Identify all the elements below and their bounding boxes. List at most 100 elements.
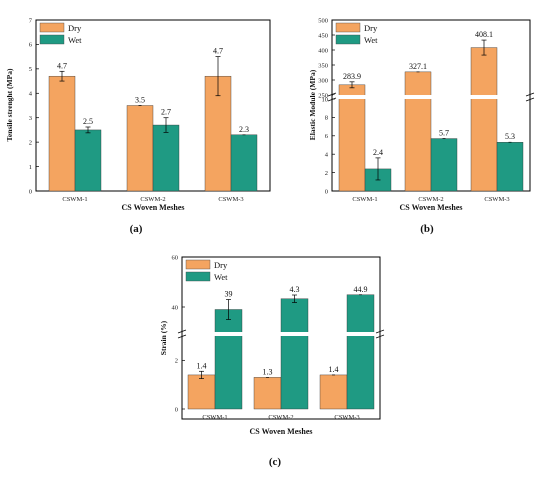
data-label: 44.9 [354, 285, 368, 294]
panel-c-label: (c) [269, 456, 282, 468]
axis-break-mark [177, 329, 187, 334]
panel-b-xlabel: CS Woven Meshes [400, 203, 463, 212]
legend-swatch-dry [185, 259, 211, 270]
axis-break-mark [525, 92, 535, 97]
y-tick-label: 6 [325, 133, 329, 140]
panel-a-ylabel: Tensile strenght (MPa) [5, 68, 14, 141]
panel-b-label: (b) [420, 223, 434, 235]
y-tick-label: 10 [322, 96, 329, 103]
legend-label-dry: Dry [364, 23, 378, 33]
data-label: 408.1 [475, 30, 493, 39]
axis-break-gap [183, 332, 379, 336]
panel-c-frame [181, 256, 381, 420]
panel-a-xlabel: CS Woven Meshes [122, 203, 185, 212]
x-tick-label: CSWM-1 [62, 196, 87, 203]
bar-wet-cswm-3 [346, 294, 375, 410]
bar-wet-cswm-3 [496, 142, 524, 192]
y-tick-label: 450 [318, 32, 328, 39]
legend-label-dry: Dry [214, 260, 228, 270]
x-tick-label: CSWM-1 [202, 414, 227, 421]
x-tick-label: CSWM-1 [352, 196, 377, 203]
y-tick-label: 7 [29, 17, 33, 24]
legend-swatch-wet [39, 34, 65, 45]
panel-a: Tensile strenght (MPa) CS Woven Meshes (… [5, 17, 271, 235]
data-label: 4.7 [213, 47, 223, 56]
x-tick-label: CSWM-2 [418, 196, 443, 203]
y-tick-label: 350 [318, 62, 328, 69]
bar-wet-cswm-3 [230, 134, 258, 192]
y-tick-label: 3 [29, 115, 32, 122]
y-tick-label: 5 [29, 66, 32, 73]
bar-dry-cswm-2 [253, 377, 282, 410]
y-tick-label: 2 [29, 139, 32, 146]
axis-break-mark [525, 97, 535, 102]
bar-wet-cswm-2 [152, 124, 180, 192]
legend-label-wet: Wet [364, 35, 378, 45]
panel-a-label: (a) [130, 223, 143, 235]
data-label: 2.5 [83, 117, 93, 126]
y-tick-label: 300 [318, 77, 328, 84]
y-tick-label: 60 [172, 254, 179, 261]
data-label: 2.3 [239, 125, 249, 134]
y-tick-label: 0 [175, 406, 178, 413]
y-tick-label: 0 [325, 188, 328, 195]
panel-c: Strain (%) CS Woven Meshes (c) 0 2 40 60 1.4… [159, 254, 385, 468]
axis-break-mark [327, 92, 337, 97]
y-tick-label: 1 [29, 164, 32, 171]
x-tick-label: CSWM-3 [218, 196, 243, 203]
data-label: 4.7 [57, 61, 67, 70]
legend-swatch-wet [335, 34, 361, 45]
data-label: 5.3 [505, 132, 515, 141]
y-tick-label: 0 [29, 188, 32, 195]
y-tick-label: 400 [318, 47, 328, 54]
axis-break-mark [375, 334, 385, 339]
x-tick-label: CSWM-2 [140, 196, 165, 203]
legend-label-dry: Dry [68, 23, 82, 33]
y-tick-label: 2 [325, 170, 328, 177]
data-label: 1.4 [329, 365, 339, 374]
bar-dry-cswm-2 [404, 71, 432, 192]
legend-label-wet: Wet [214, 272, 228, 282]
y-tick-label: 8 [325, 115, 328, 122]
x-tick-label: CSWM-2 [268, 414, 293, 421]
data-label: 2.4 [373, 148, 383, 157]
y-tick-label: 2 [175, 358, 178, 365]
axis-break-gap [333, 95, 529, 99]
bar-dry-cswm-3 [470, 47, 498, 192]
data-label: 2.7 [161, 108, 171, 117]
bar-dry-cswm-1 [338, 84, 366, 192]
legend-swatch-dry [39, 22, 65, 33]
data-label: 4.3 [290, 285, 300, 294]
x-tick-label: CSWM-3 [484, 196, 509, 203]
panel-c-ylabel: Strain (%) [159, 320, 168, 355]
axis-break-mark [327, 97, 337, 102]
y-tick-label: 4 [29, 91, 33, 98]
bar-dry-cswm-3 [319, 374, 348, 410]
panel-b-ylabel: Elastic Module (MPa) [308, 69, 317, 140]
legend-swatch-dry [335, 22, 361, 33]
data-label: 3.5 [135, 96, 145, 105]
data-label: 1.3 [263, 367, 273, 376]
bar-wet-cswm-2 [280, 298, 309, 410]
legend-label-wet: Wet [68, 35, 82, 45]
bar-dry-cswm-2 [126, 105, 154, 192]
bar-dry-cswm-1 [187, 374, 216, 410]
data-label: 1.4 [197, 361, 207, 370]
bar-wet-cswm-1 [74, 129, 102, 192]
data-label: 5.7 [439, 129, 449, 138]
legend-swatch-wet [185, 271, 211, 282]
y-tick-label: 250 [318, 92, 328, 99]
y-tick-label: 40 [172, 304, 179, 311]
x-tick-label: CSWM-3 [334, 414, 359, 421]
bar-wet-cswm-1 [214, 309, 243, 410]
bar-dry-cswm-1 [48, 75, 76, 192]
y-tick-label: 6 [29, 42, 33, 49]
data-label: 283.9 [343, 72, 361, 81]
data-label: 39 [225, 290, 233, 299]
axis-break-mark [177, 334, 187, 339]
bar-wet-cswm-2 [430, 138, 458, 192]
axis-break-mark [375, 329, 385, 334]
y-tick-label: 4 [325, 152, 329, 159]
data-label: 327.1 [409, 62, 427, 71]
